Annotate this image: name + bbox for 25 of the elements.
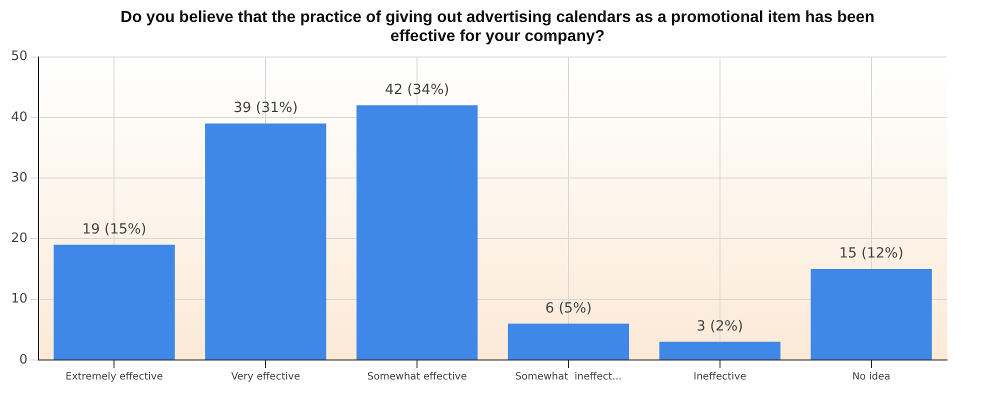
y-tick-label: 10 (10, 292, 28, 307)
data-label: 3 (2%) (696, 318, 744, 334)
y-tick-label: 40 (10, 110, 28, 125)
bar (508, 324, 630, 360)
data-label: 15 (12%) (839, 246, 904, 262)
data-label: 6 (5%) (545, 300, 592, 316)
x-tick-label: Ineffective (694, 372, 746, 383)
x-tick-label: Somewhat ineffect... (515, 372, 622, 383)
data-label: 19 (15%) (82, 221, 146, 238)
x-tick-label: No idea (852, 372, 890, 383)
chart-title: Do you believe that the practice of giving out advertising calendars as a promotional item has been effective for your company? (120, 8, 876, 46)
bar (54, 244, 175, 360)
x-tick-label: Very effective (231, 372, 300, 383)
data-label: 42 (34%) (384, 82, 450, 98)
y-tick-label: 20 (10, 231, 28, 246)
bar (356, 105, 478, 360)
data-label: 39 (31%) (234, 100, 298, 116)
bar (810, 269, 932, 360)
x-tick-label: Extremely effective (66, 372, 163, 383)
y-tick-label: 30 (10, 170, 28, 186)
y-tick-label: 50 (10, 49, 28, 64)
bar (205, 124, 326, 360)
x-tick-label: Somewhat effective (367, 372, 467, 383)
bar (659, 342, 780, 360)
y-tick-label: 0 (19, 352, 28, 368)
